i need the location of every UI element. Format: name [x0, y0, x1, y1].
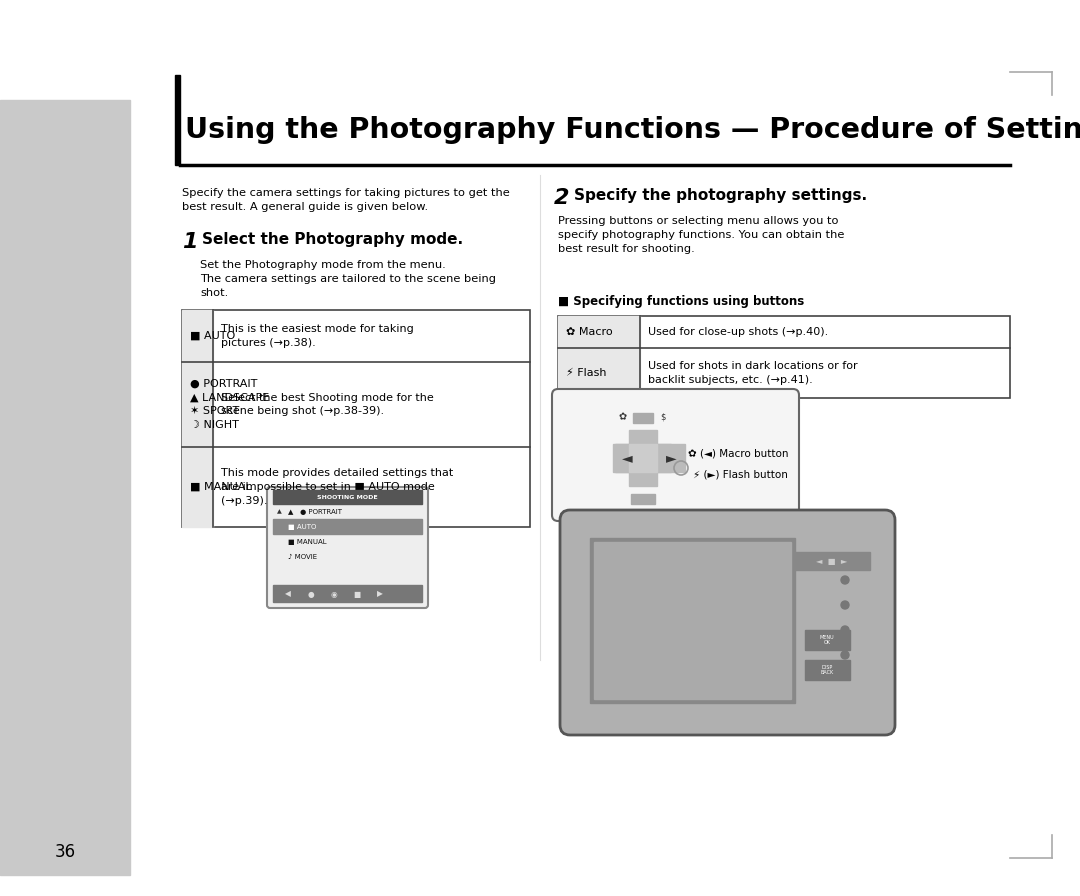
- Circle shape: [841, 626, 849, 634]
- Circle shape: [841, 651, 849, 659]
- Text: Used for shots in dark locations or for
backlit subjects, etc. (→p.41).: Used for shots in dark locations or for …: [648, 361, 858, 384]
- Bar: [273, 585, 422, 602]
- Bar: [805, 660, 850, 680]
- Bar: [183, 362, 213, 447]
- Text: Specify the camera settings for taking pictures to get the
best result. A genera: Specify the camera settings for taking p…: [183, 188, 510, 212]
- Bar: [805, 630, 850, 650]
- Text: This mode provides detailed settings that
are impossible to set in ■ AUTO mode
(: This mode provides detailed settings tha…: [221, 469, 454, 505]
- FancyBboxPatch shape: [267, 487, 428, 608]
- Bar: [183, 310, 213, 362]
- Text: ◄: ◄: [622, 451, 632, 465]
- Text: ◀: ◀: [285, 590, 291, 599]
- Bar: [633, 413, 653, 423]
- Bar: [795, 552, 870, 570]
- Text: Select the Photography mode.: Select the Photography mode.: [202, 232, 463, 247]
- Circle shape: [841, 601, 849, 609]
- Text: ✿ Macro: ✿ Macro: [566, 327, 612, 337]
- Bar: [631, 494, 654, 504]
- Bar: [558, 316, 640, 348]
- Bar: [629, 430, 657, 486]
- Text: ◉: ◉: [330, 590, 337, 599]
- Bar: [175, 75, 180, 165]
- Text: ✿: ✿: [619, 412, 627, 422]
- Text: Used for close-up shots (→p.40).: Used for close-up shots (→p.40).: [648, 327, 828, 337]
- Bar: [558, 316, 1010, 398]
- Text: ▲: ▲: [276, 510, 282, 514]
- Text: ■ MANUAL: ■ MANUAL: [190, 482, 252, 492]
- Text: SHOOTING MODE: SHOOTING MODE: [318, 495, 378, 499]
- Bar: [273, 519, 422, 534]
- Circle shape: [841, 576, 849, 584]
- Text: ✿ (◄) Macro button: ✿ (◄) Macro button: [688, 448, 788, 458]
- Bar: [613, 444, 642, 472]
- Bar: [615, 444, 671, 472]
- Bar: [183, 310, 530, 527]
- Bar: [0, 100, 130, 875]
- Text: ●: ●: [308, 590, 314, 599]
- Text: 2: 2: [554, 188, 569, 208]
- Text: Pressing buttons or selecting menu allows you to
specify photography functions. : Pressing buttons or selecting menu allow…: [558, 216, 845, 254]
- Bar: [183, 447, 213, 527]
- Bar: [273, 490, 422, 504]
- Text: ⚡ Flash: ⚡ Flash: [566, 368, 607, 378]
- Text: ▶: ▶: [377, 590, 383, 599]
- Text: ● PORTRAIT
▲ LANDSCAPE
✶ SPORT
☽ NIGHT: ● PORTRAIT ▲ LANDSCAPE ✶ SPORT ☽ NIGHT: [190, 379, 269, 430]
- Bar: [657, 444, 685, 472]
- Text: ■ MANUAL: ■ MANUAL: [288, 538, 326, 545]
- Text: ⚡ (►) Flash button: ⚡ (►) Flash button: [693, 469, 788, 479]
- Bar: [629, 444, 657, 472]
- Text: ♪ MOVIE: ♪ MOVIE: [288, 554, 318, 559]
- FancyBboxPatch shape: [561, 510, 895, 735]
- FancyBboxPatch shape: [552, 389, 799, 521]
- Text: ◄  ■  ►: ◄ ■ ►: [816, 556, 848, 565]
- Text: ■ Specifying functions using buttons: ■ Specifying functions using buttons: [558, 295, 805, 308]
- Text: ■ AUTO: ■ AUTO: [190, 331, 235, 341]
- Text: Using the Photography Functions — Procedure of Setting: Using the Photography Functions — Proced…: [185, 116, 1080, 144]
- Text: Set the Photography mode from the menu.
The camera settings are tailored to the : Set the Photography mode from the menu. …: [200, 260, 496, 298]
- Text: DISP
BACK: DISP BACK: [821, 665, 834, 676]
- Text: ▲   ● PORTRAIT: ▲ ● PORTRAIT: [288, 509, 342, 514]
- Bar: [590, 538, 795, 703]
- Text: 1: 1: [183, 232, 198, 252]
- Text: ■ AUTO: ■ AUTO: [288, 523, 316, 530]
- Text: This is the easiest mode for taking
pictures (→p.38).: This is the easiest mode for taking pict…: [221, 324, 414, 348]
- Text: MENU
OK: MENU OK: [820, 634, 835, 645]
- Bar: [558, 348, 640, 398]
- Text: ■: ■: [353, 590, 361, 599]
- Bar: [594, 542, 791, 699]
- Text: ►: ►: [665, 451, 676, 465]
- Text: Select the best Shooting mode for the
scene being shot (→p.38-39).: Select the best Shooting mode for the sc…: [221, 392, 434, 417]
- Text: Specify the photography settings.: Specify the photography settings.: [573, 188, 867, 203]
- Text: $: $: [660, 412, 665, 421]
- Text: 36: 36: [54, 843, 76, 861]
